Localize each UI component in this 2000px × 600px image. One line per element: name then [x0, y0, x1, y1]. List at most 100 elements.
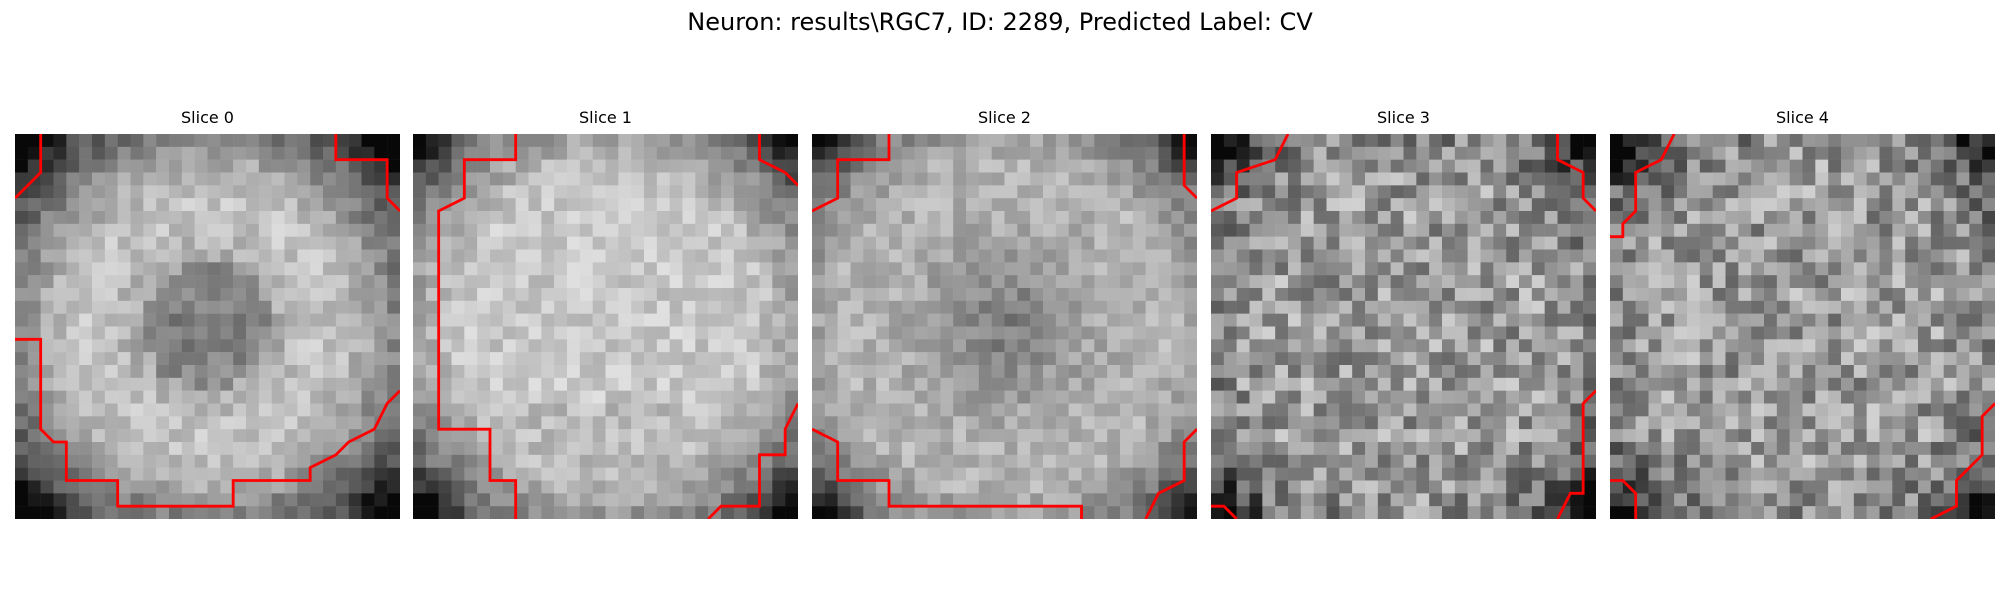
pixel — [1867, 160, 1880, 173]
pixel — [928, 224, 941, 237]
pixel — [618, 288, 631, 301]
pixel — [915, 173, 928, 186]
pixel — [1815, 198, 1828, 211]
pixel — [657, 314, 670, 327]
pixel — [1120, 160, 1133, 173]
pixel — [760, 455, 773, 468]
pixel — [220, 173, 233, 186]
pixel — [464, 339, 477, 352]
pixel — [1828, 262, 1841, 275]
pixel — [1583, 173, 1596, 186]
pixel — [1365, 365, 1378, 378]
pixel — [1867, 506, 1880, 519]
pixel — [1726, 352, 1739, 365]
pixel — [1378, 224, 1391, 237]
pixel — [1803, 173, 1816, 186]
pixel — [721, 339, 734, 352]
pixel — [1133, 429, 1146, 442]
pixel — [1481, 147, 1494, 160]
pixel — [1777, 301, 1790, 314]
pixel — [1171, 301, 1184, 314]
pixel — [1931, 365, 1944, 378]
pixel — [1738, 262, 1751, 275]
pixel — [1159, 429, 1172, 442]
pixel — [452, 365, 465, 378]
pixel — [1918, 481, 1931, 494]
pixel — [1931, 262, 1944, 275]
pixel — [785, 134, 798, 147]
pixel — [593, 262, 606, 275]
pixel — [695, 185, 708, 198]
pixel — [851, 237, 864, 250]
pixel — [567, 391, 580, 404]
pixel — [1468, 327, 1481, 340]
pixel — [1224, 327, 1237, 340]
pixel — [1815, 391, 1828, 404]
pixel — [349, 378, 362, 391]
pixel — [1519, 314, 1532, 327]
pixel — [1416, 365, 1429, 378]
pixel — [1583, 481, 1596, 494]
pixel — [1880, 147, 1893, 160]
pixel — [246, 275, 259, 288]
pixel — [285, 224, 298, 237]
pixel — [1892, 224, 1905, 237]
pixel — [41, 237, 54, 250]
pixel — [631, 262, 644, 275]
pixel — [259, 185, 272, 198]
pixel — [1288, 404, 1301, 417]
pixel — [812, 391, 825, 404]
pixel — [1107, 365, 1120, 378]
pixel — [118, 327, 131, 340]
pixel — [1391, 404, 1404, 417]
pixel — [1133, 224, 1146, 237]
pixel — [1931, 416, 1944, 429]
pixel — [92, 147, 105, 160]
pixel — [297, 481, 310, 494]
pixel — [593, 391, 606, 404]
pixel — [567, 442, 580, 455]
pixel — [1146, 481, 1159, 494]
pixel — [1378, 327, 1391, 340]
pixel — [1969, 147, 1982, 160]
pixel — [272, 365, 285, 378]
pixel — [876, 493, 889, 506]
pixel — [529, 134, 542, 147]
pixel — [1275, 365, 1288, 378]
pixel — [966, 198, 979, 211]
pixel — [1969, 391, 1982, 404]
pixel — [1892, 211, 1905, 224]
pixel — [28, 391, 41, 404]
pixel — [1481, 352, 1494, 365]
pixel — [1828, 468, 1841, 481]
pixel — [387, 378, 400, 391]
pixel — [118, 288, 131, 301]
pixel — [131, 493, 144, 506]
pixel — [876, 147, 889, 160]
pixel — [1237, 365, 1250, 378]
pixel — [1288, 339, 1301, 352]
pixel — [362, 391, 375, 404]
pixel — [785, 211, 798, 224]
pixel — [169, 481, 182, 494]
pixel — [105, 455, 118, 468]
pixel — [1030, 481, 1043, 494]
pixel — [259, 314, 272, 327]
pixel — [631, 250, 644, 263]
pixel — [516, 262, 529, 275]
pixel — [838, 185, 851, 198]
pixel — [567, 224, 580, 237]
pixel — [1649, 365, 1662, 378]
pixel — [259, 327, 272, 340]
pixel — [1442, 237, 1455, 250]
pixel — [1841, 301, 1854, 314]
pixel — [362, 185, 375, 198]
pixel — [1636, 365, 1649, 378]
pixel — [593, 250, 606, 263]
pixel — [1237, 134, 1250, 147]
pixel — [721, 327, 734, 340]
pixel — [1790, 468, 1803, 481]
pixel — [554, 352, 567, 365]
pixel — [1250, 455, 1263, 468]
pixel — [1674, 173, 1687, 186]
